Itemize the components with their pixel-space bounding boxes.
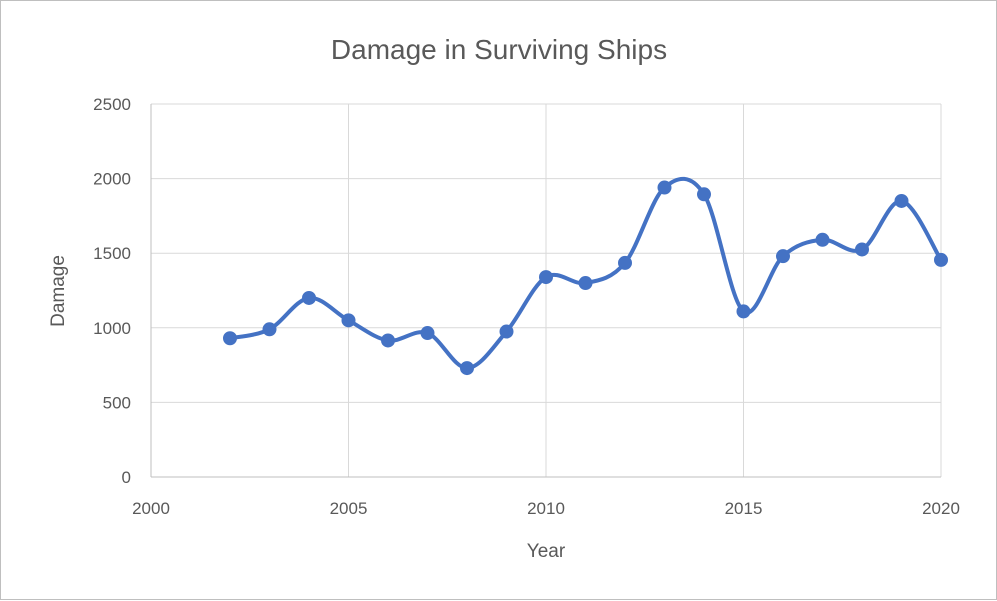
y-tick-label: 500	[103, 393, 131, 412]
gridlines	[151, 103, 942, 477]
x-axis-tick-labels: 2000 2005 2010 2015 2020	[132, 499, 960, 518]
data-point	[736, 304, 751, 319]
y-tick-label: 1500	[93, 244, 131, 263]
data-point	[460, 361, 474, 376]
data-point	[855, 242, 869, 257]
data-point	[578, 276, 593, 291]
data-point	[815, 232, 830, 247]
chart-title: Damage in Surviving Ships	[331, 34, 667, 65]
y-axis-title: Damage	[48, 255, 69, 327]
data-point	[262, 322, 277, 337]
y-axis-tick-labels: 0 500 1000 1500 2000 2500	[93, 95, 131, 487]
data-point	[223, 331, 237, 346]
data-point	[618, 255, 632, 270]
x-tick-label: 2005	[330, 499, 368, 518]
x-axis-title: Year	[527, 541, 566, 562]
y-tick-label: 2000	[93, 170, 131, 189]
data-point	[934, 252, 948, 267]
x-tick-label: 2000	[132, 499, 170, 518]
data-point	[697, 187, 711, 202]
data-point	[381, 333, 395, 348]
data-point	[776, 249, 790, 264]
data-series	[223, 176, 948, 376]
x-tick-label: 2015	[725, 499, 763, 518]
data-point	[539, 270, 553, 285]
data-point	[894, 193, 909, 208]
data-point	[657, 180, 672, 195]
data-point	[499, 324, 514, 339]
data-point	[420, 326, 435, 341]
data-point	[341, 313, 356, 328]
data-point	[302, 290, 316, 305]
y-tick-label: 0	[122, 468, 131, 487]
y-tick-label: 2500	[93, 95, 131, 114]
x-tick-label: 2010	[527, 499, 565, 518]
x-tick-label: 2020	[922, 499, 960, 518]
axes	[150, 104, 941, 478]
series-line	[228, 176, 943, 371]
y-tick-label: 1000	[93, 319, 131, 338]
